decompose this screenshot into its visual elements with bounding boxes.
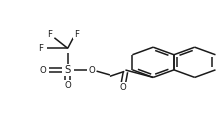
Text: F: F <box>48 30 52 39</box>
Text: S: S <box>65 65 71 75</box>
Text: O: O <box>120 83 127 92</box>
Text: F: F <box>74 30 79 39</box>
Text: O: O <box>40 66 47 74</box>
Text: O: O <box>89 66 95 74</box>
Text: O: O <box>64 81 71 90</box>
Text: F: F <box>39 44 44 53</box>
